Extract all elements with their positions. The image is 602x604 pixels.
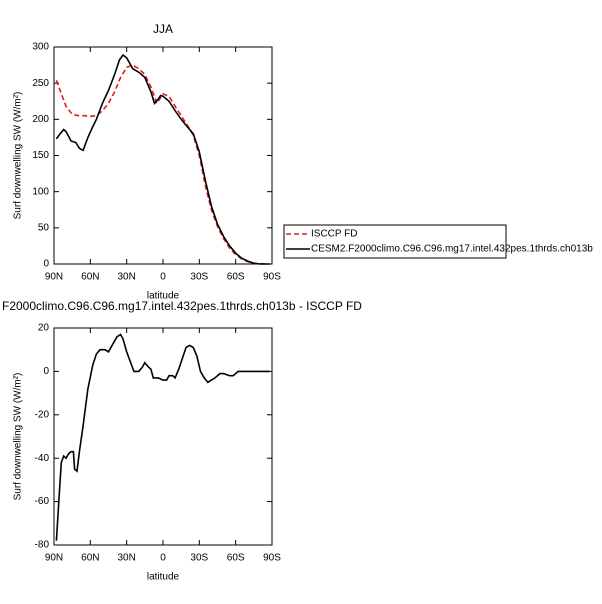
legend-box bbox=[283, 224, 507, 259]
x-tick-label: 30S bbox=[190, 272, 208, 283]
x-tick-label: 30N bbox=[117, 272, 135, 283]
legend-label: ISCCP FD bbox=[311, 229, 358, 240]
x-tick-label: 0 bbox=[160, 272, 166, 283]
y-tick-label: 300 bbox=[32, 42, 49, 53]
x-axis-label: latitude bbox=[147, 291, 180, 302]
x-tick-label: 30S bbox=[190, 553, 208, 564]
y-tick-label: 150 bbox=[32, 150, 49, 161]
y-tick-label: -40 bbox=[35, 453, 50, 464]
y-tick-label: 200 bbox=[32, 114, 49, 125]
x-tick-label: 90N bbox=[45, 272, 63, 283]
y-axis-label: Surf downwelling SW (W/m²) bbox=[13, 92, 24, 220]
y-tick-label: 20 bbox=[38, 323, 50, 334]
x-tick-label: 60N bbox=[81, 553, 99, 564]
y-tick-label: 250 bbox=[32, 78, 49, 89]
y-tick-label: -80 bbox=[35, 540, 50, 551]
x-tick-label: 60S bbox=[227, 553, 245, 564]
y-tick-label: 0 bbox=[43, 259, 49, 270]
y-tick-label: 50 bbox=[38, 222, 50, 233]
x-tick-label: 60S bbox=[227, 272, 245, 283]
x-tick-label: 90S bbox=[263, 553, 281, 564]
x-tick-label: 0 bbox=[160, 553, 166, 564]
y-tick-label: -20 bbox=[35, 409, 50, 420]
x-tick-label: 90N bbox=[45, 553, 63, 564]
y-tick-label: 0 bbox=[43, 366, 49, 377]
chart-title: JJA bbox=[153, 22, 173, 36]
plot-frame bbox=[53, 327, 273, 546]
y-tick-label: -60 bbox=[35, 496, 50, 507]
x-tick-label: 90S bbox=[263, 272, 281, 283]
data-line bbox=[55, 333, 270, 541]
y-axis-label: Surf downwelling SW (W/m²) bbox=[13, 373, 24, 501]
legend-label: CESM2.F2000climo.C96.C96.mg17.intel.432p… bbox=[311, 244, 593, 255]
plot-frame bbox=[53, 46, 273, 265]
y-tick-label: 100 bbox=[32, 186, 49, 197]
x-tick-label: 30N bbox=[117, 553, 135, 564]
x-axis-label: latitude bbox=[147, 572, 180, 583]
chart-title: F2000climo.C96.C96.mg17.intel.432pes.1th… bbox=[2, 299, 362, 313]
data-line bbox=[55, 53, 270, 265]
data-line bbox=[55, 64, 270, 265]
x-tick-label: 60N bbox=[81, 272, 99, 283]
